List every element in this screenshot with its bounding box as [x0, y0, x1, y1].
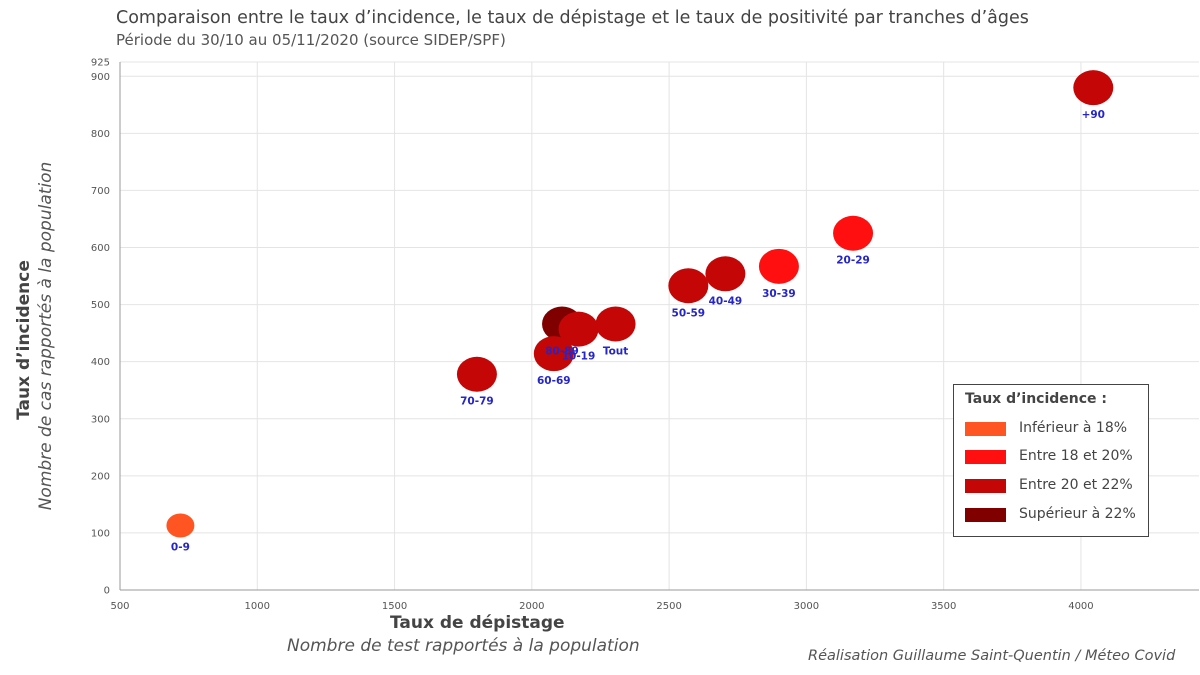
tick-labels: 500 1000 1500 2000 2500 3000 3500 4000 0 100 200 30… [91, 58, 1094, 613]
data-point-20-29 [833, 215, 874, 251]
x-tick-label: 500 [110, 601, 129, 612]
point-label-60-69: 60-69 [537, 375, 571, 387]
point-label-Tout: Tout [603, 346, 628, 358]
x-tick-label: 1500 [382, 601, 407, 612]
y-tick-label: 0 [104, 586, 110, 597]
point-label-0-9: 0-9 [171, 541, 190, 553]
legend-swatch-18-20 [965, 450, 1006, 464]
x-axis-subtitle: Nombre de test rapportés à la population [287, 636, 640, 656]
y-tick-label: 400 [91, 357, 110, 368]
x-tick-label: 3500 [931, 601, 956, 612]
y-tick-label: 600 [91, 243, 110, 254]
y-axis-subtitle: Nombre de cas rapportés à la population [36, 161, 56, 511]
chart-subtitle: Période du 30/10 au 05/11/2020 (source S… [116, 31, 506, 49]
data-point-+90 [1073, 70, 1114, 106]
legend-label-inf18: Inférieur à 18% [1019, 420, 1128, 436]
legend-swatch-sup22 [965, 508, 1006, 522]
data-point-40-49 [705, 256, 746, 292]
data-point-70-79 [456, 356, 497, 392]
point-label-30-39: 30-39 [762, 288, 796, 300]
data-point-50-59 [668, 268, 709, 304]
legend-label-20-22: Entre 20 et 22% [1019, 477, 1133, 493]
legend-swatch-20-22 [965, 479, 1006, 493]
y-tick-label: 100 [91, 528, 110, 539]
chart-title: Comparaison entre le taux d’incidence, l… [116, 8, 1029, 28]
legend-label-18-20: Entre 18 et 20% [1019, 448, 1133, 464]
y-tick-label: 925 [91, 58, 110, 69]
x-tick-label: 2500 [656, 601, 681, 612]
data-point-30-39 [758, 248, 799, 284]
point-label-10-19: 10-19 [562, 351, 596, 363]
axes [119, 62, 1199, 591]
y-tick-label: 500 [91, 300, 110, 311]
legend-title: Taux d’incidence : [965, 391, 1108, 407]
legend: Taux d’incidence : Inférieur à 18% Entre… [953, 384, 1149, 537]
x-axis-title: Taux de dépistage [390, 613, 565, 633]
data-points [166, 70, 1114, 538]
x-tick-label: 2000 [519, 601, 544, 612]
data-point-0-9 [166, 513, 195, 538]
y-tick-label: 800 [91, 129, 110, 140]
point-label-50-59: 50-59 [672, 307, 706, 319]
y-tick-label: 200 [91, 471, 110, 482]
credit-text: Réalisation Guillaume Saint-Quentin / Mé… [808, 648, 1176, 664]
y-tick-label: 700 [91, 186, 110, 197]
y-axis-title: Taux d’incidence [14, 260, 34, 420]
point-label-+90: +90 [1082, 109, 1105, 121]
data-point-Tout [595, 306, 636, 342]
x-tick-label: 3000 [794, 601, 819, 612]
y-tick-label: 300 [91, 414, 110, 425]
x-tick-label: 4000 [1068, 601, 1093, 612]
point-label-70-79: 70-79 [460, 396, 494, 408]
data-point-60-69 [533, 336, 574, 372]
point-label-40-49: 40-49 [709, 295, 743, 307]
legend-label-sup22: Supérieur à 22% [1019, 506, 1136, 522]
y-tick-label: 900 [91, 72, 110, 83]
point-label-20-29: 20-29 [836, 255, 870, 267]
data-point-10-19 [558, 311, 599, 347]
x-tick-label: 1000 [245, 601, 270, 612]
point-label-80-89: 80-89 [545, 346, 579, 358]
legend-swatch-inf18 [965, 422, 1006, 436]
